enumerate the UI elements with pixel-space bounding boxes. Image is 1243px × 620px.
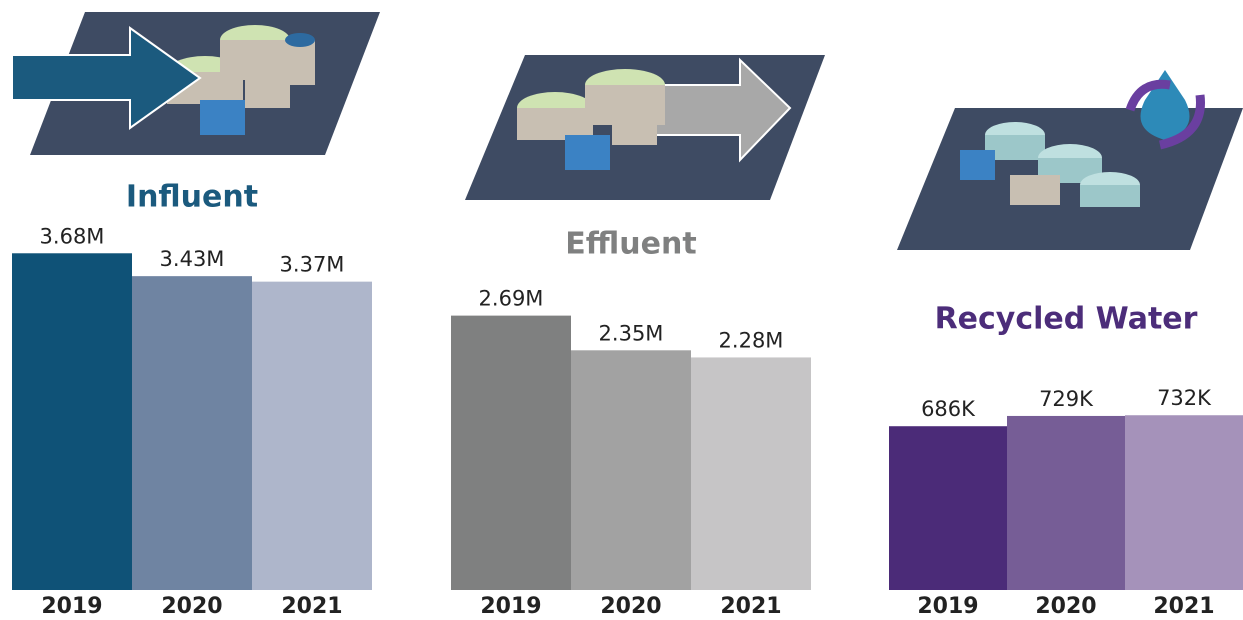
x-tick-label: 2019 [41,594,102,619]
x-tick-label: 2020 [161,594,222,619]
x-tick-label: 2020 [1035,594,1096,619]
bar [12,253,132,590]
bar [1007,415,1125,590]
chart-title: Effluent [565,227,696,262]
value-label: 2.28M [719,328,784,352]
chart-title: Recycled Water [935,302,1198,337]
chart-title: Influent [126,180,258,215]
effluent-illustration [465,55,825,200]
bar [132,276,252,590]
bar [252,281,372,590]
bar [571,350,691,590]
x-tick-label: 2021 [1153,594,1214,619]
x-tick-label: 2020 [600,594,661,619]
value-label: 2.35M [599,321,664,345]
bar [1125,415,1243,590]
x-tick-label: 2019 [917,594,978,619]
bar [691,357,811,590]
recycled-illustration [897,70,1243,250]
influent-illustration [11,12,380,155]
bar [451,315,571,590]
value-label: 3.68M [40,224,105,248]
value-label: 3.37M [280,253,345,277]
x-tick-label: 2021 [281,594,342,619]
value-label: 3.43M [160,247,225,271]
bar [889,426,1007,590]
x-tick-label: 2019 [480,594,541,619]
x-tick-label: 2021 [720,594,781,619]
value-label: 729K [1039,387,1094,411]
value-label: 686K [921,397,976,421]
value-label: 732K [1157,386,1212,410]
value-label: 2.69M [479,287,544,311]
